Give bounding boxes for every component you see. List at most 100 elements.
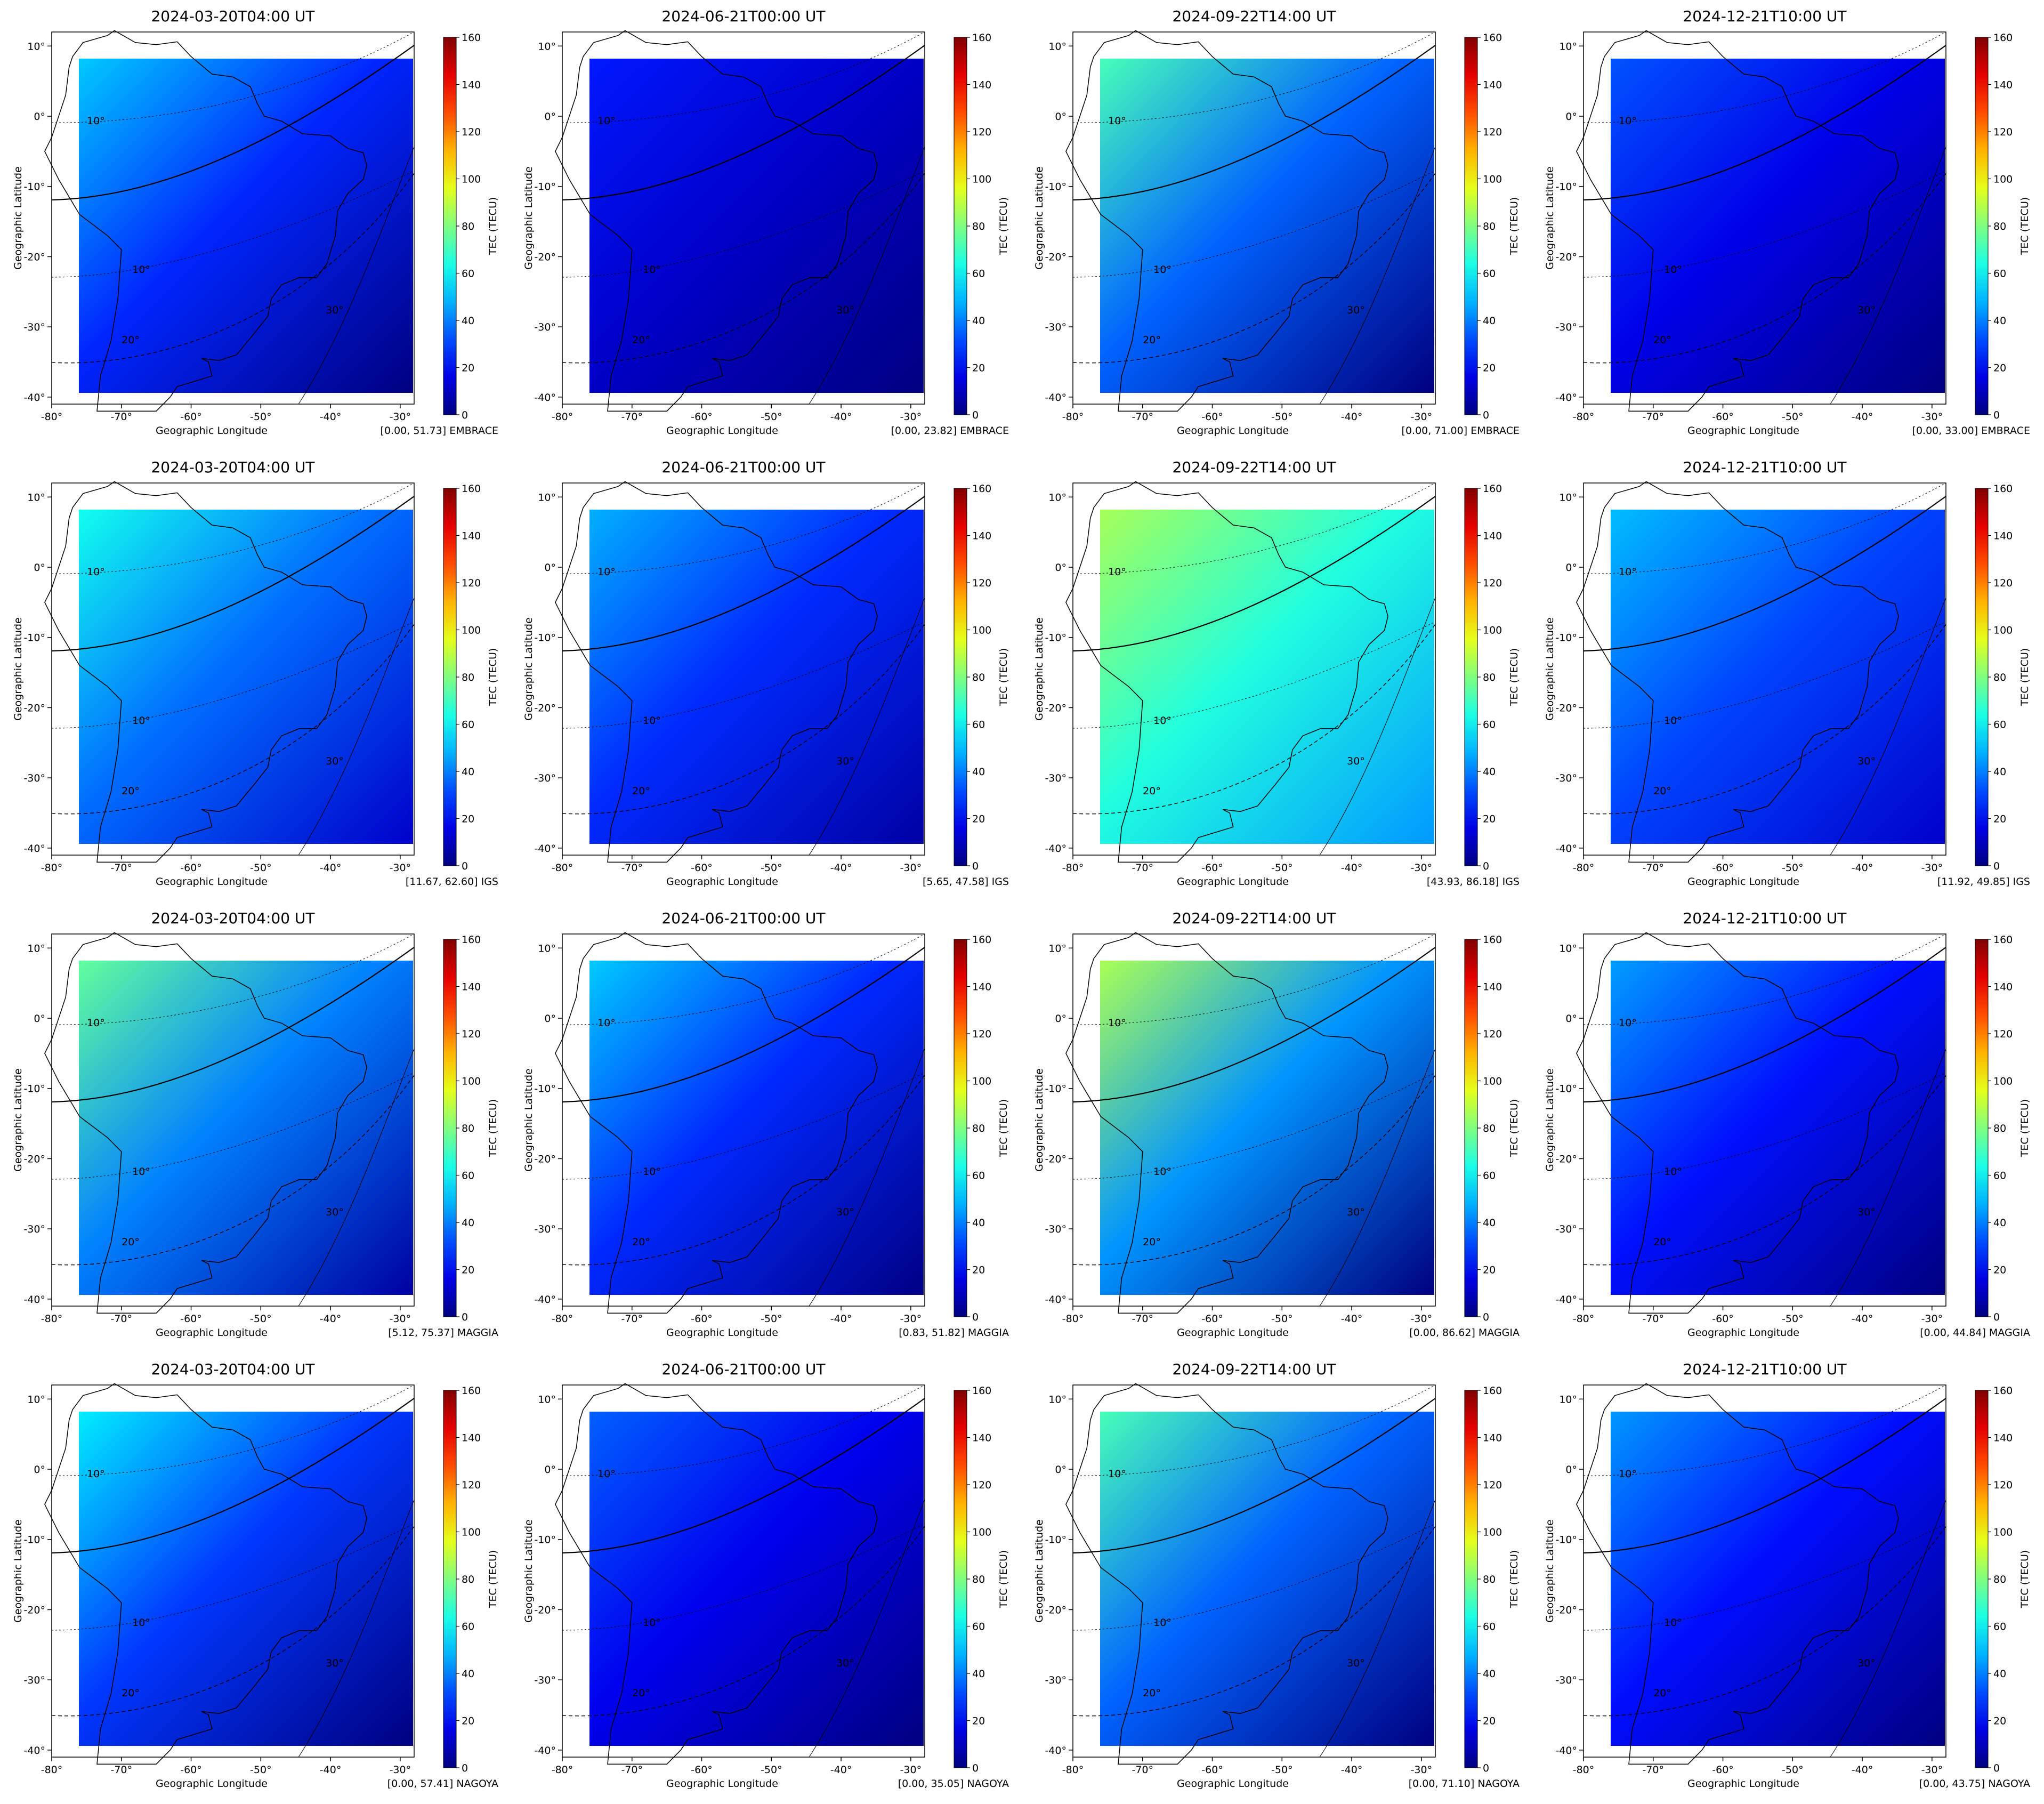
dip-line (1583, 624, 1946, 815)
contour-label: 10° (87, 115, 105, 127)
y-tick-label: 0° (1565, 1013, 1577, 1025)
colorbar-tick-label: 20 (972, 363, 985, 374)
map-svg: 2024-12-21T10:00 UT 10° 10° 20° 30° -80° -70° -… (1544, 909, 2031, 1339)
x-tick-label: -70° (621, 1313, 643, 1325)
x-tick-label: -80° (41, 1313, 63, 1325)
y-tick-label: -10° (1045, 632, 1067, 644)
tec-map-panel: 2024-06-21T00:00 UT 10° 10° 20° 30° -80° -70° -… (511, 0, 1021, 451)
y-axis-label: Geographic Latitude (12, 166, 24, 270)
y-tick-label: -40° (534, 1294, 556, 1306)
coastline (1576, 932, 1899, 1314)
magnetic-equator (51, 496, 415, 652)
y-tick-label: 10° (538, 41, 556, 52)
y-tick-label: 10° (1559, 492, 1577, 503)
y-tick-label: -30° (23, 1223, 45, 1235)
y-tick-label: -20° (23, 1604, 45, 1616)
coastline (555, 30, 878, 412)
x-tick-label: -40° (320, 411, 342, 423)
axes-frame (562, 933, 925, 1307)
x-tick-label: -30° (1411, 411, 1433, 423)
tec-field (1611, 510, 1945, 844)
colorbar-label: TEC (TECU) (1508, 197, 1520, 256)
colorbar-tick-label: 60 (462, 1621, 474, 1633)
colorbar-tick-label: 80 (462, 672, 474, 683)
colorbar (954, 939, 967, 1317)
colorbar-tick-label: 80 (1993, 1123, 2006, 1134)
colorbar-tick-label: 140 (1483, 1432, 1502, 1444)
colorbar-tick-label: 160 (972, 934, 991, 946)
colorbar-label: TEC (TECU) (998, 648, 1009, 707)
y-tick-label: -40° (1045, 1745, 1067, 1757)
colorbar-tick-label: 140 (462, 1432, 481, 1444)
colorbar-label: TEC (TECU) (487, 648, 499, 707)
x-tick-label: -80° (41, 411, 63, 423)
contour-label: 10° (1664, 1617, 1682, 1629)
dip-line (1583, 621, 1946, 729)
x-tick-label: -80° (1062, 411, 1084, 423)
contour-label: 10° (1619, 115, 1637, 127)
colorbar-tick-label: 20 (462, 1265, 474, 1276)
y-tick-label: 10° (1048, 41, 1067, 52)
y-tick-label: -10° (1045, 1083, 1067, 1095)
coastline (555, 481, 878, 863)
tec-field (1100, 510, 1434, 844)
x-tick-label: -50° (1271, 411, 1293, 423)
dip-line (51, 624, 415, 815)
contour-label: 10° (87, 1017, 105, 1029)
dip-line (1830, 1499, 1946, 1758)
y-axis-label: Geographic Latitude (1033, 1068, 1045, 1172)
dip-line (298, 597, 415, 856)
dip-line (1319, 146, 1436, 405)
axes-frame (1583, 933, 1946, 1307)
panel-title: 2024-03-20T04:00 UT (151, 7, 315, 25)
magnetic-equator (1583, 1398, 1946, 1554)
contour-label: 30° (1347, 1206, 1365, 1218)
dip-line (51, 1526, 415, 1717)
contour-label: 10° (87, 1468, 105, 1480)
colorbar-tick-label: 80 (1993, 672, 2006, 683)
colorbar-tick-label: 100 (972, 1527, 991, 1539)
y-tick-label: -40° (23, 1294, 45, 1306)
y-axis-label: Geographic Latitude (1033, 166, 1045, 270)
colorbar-tick-label: 100 (1993, 625, 2013, 637)
x-axis-label: Geographic Longitude (666, 1327, 778, 1339)
colorbar-tick-label: 100 (1993, 174, 2013, 186)
contour-label: 30° (836, 1206, 854, 1218)
x-tick-label: -50° (761, 1764, 782, 1776)
tec-map-panel: 2024-09-22T14:00 UT 10° 10° 20° 30° -80° -70° -… (1021, 451, 1532, 902)
colorbar-label: TEC (TECU) (487, 1099, 499, 1158)
axes-frame (51, 1384, 415, 1758)
tec-map-panel: 2024-09-22T14:00 UT 10° 10° 20° 30° -80° -70° -… (1021, 1353, 1532, 1804)
x-axis-label: Geographic Longitude (1687, 1778, 1799, 1790)
map-svg: 2024-09-22T14:00 UT 10° 10° 20° 30° -80° -70° -… (1033, 909, 1520, 1339)
dip-line (562, 621, 925, 729)
x-tick-label: -30° (1921, 1313, 1943, 1325)
colorbar-tick-label: 40 (462, 766, 474, 778)
colorbar-tick-label: 80 (972, 221, 985, 232)
x-tick-label: -70° (621, 411, 643, 423)
contour-label: 20° (1143, 334, 1161, 346)
x-tick-label: -60° (1201, 1764, 1223, 1776)
colorbar-tick-label: 120 (462, 1028, 481, 1040)
y-tick-label: -20° (534, 702, 556, 714)
panel-title: 2024-03-20T04:00 UT (151, 909, 315, 927)
contour-label: 10° (87, 566, 105, 578)
y-tick-label: 10° (1048, 492, 1067, 503)
x-axis-label: Geographic Longitude (1177, 876, 1289, 888)
dip-line (1583, 1526, 1946, 1717)
contour-label: 20° (122, 1236, 140, 1248)
y-tick-label: -30° (534, 772, 556, 784)
y-tick-label: -40° (534, 1745, 556, 1757)
colorbar (1464, 1390, 1478, 1768)
contour-label: 10° (1619, 1468, 1637, 1480)
x-tick-label: -80° (41, 862, 63, 874)
colorbar-tick-label: 140 (462, 79, 481, 91)
range-source-label: [0.00, 86.62] MAGGIA (1409, 1327, 1520, 1339)
tec-map-panel: 2024-03-20T04:00 UT 10° 10° 20° 30° -80° -70° -… (0, 451, 511, 902)
x-tick-label: -40° (1341, 862, 1363, 874)
panel-title: 2024-03-20T04:00 UT (151, 1360, 315, 1378)
colorbar-tick-label: 80 (1993, 1574, 2006, 1585)
contour-label: 20° (632, 334, 650, 346)
range-source-label: [11.67, 62.60] IGS (406, 876, 498, 888)
x-tick-label: -80° (552, 411, 573, 423)
